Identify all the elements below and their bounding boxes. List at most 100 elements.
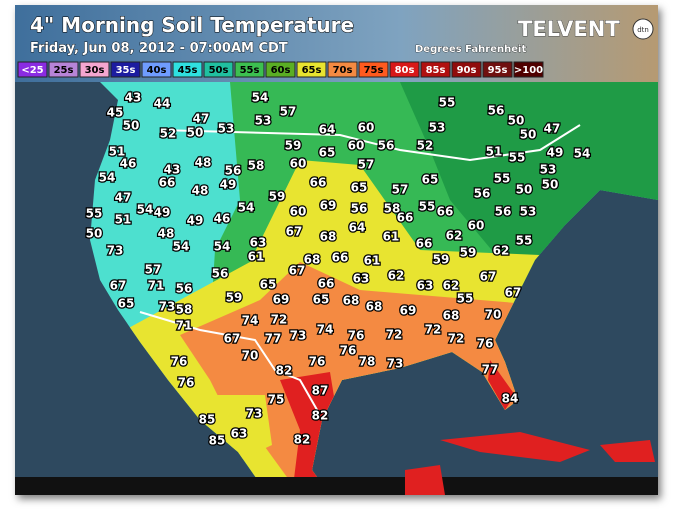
border-canada [159, 124, 581, 162]
station-temp: 76 [178, 376, 195, 390]
station-temp: 57 [392, 183, 409, 197]
station-temp: 82 [276, 364, 293, 378]
station-temp: 67 [286, 225, 303, 239]
station-temp: 52 [160, 127, 177, 141]
station-temp: 76 [477, 337, 494, 351]
station-temp: 46 [120, 157, 137, 171]
station-temp: 56 [225, 164, 242, 178]
station-temp: 56 [176, 282, 193, 296]
station-temp: 54 [214, 240, 231, 254]
station-temp: 73 [159, 300, 176, 314]
station-temp: 50 [542, 178, 559, 192]
legend-label: 40s [147, 65, 167, 76]
station-temp: 55 [439, 96, 456, 110]
legend-swatch [48, 61, 79, 78]
units: Degrees Fahrenheit [415, 44, 526, 55]
station-temp: 68 [343, 294, 360, 308]
legend-label: 80s [395, 65, 415, 76]
station-temp: 59 [269, 190, 286, 204]
subtitle: Friday, Jun 08, 2012 - 07:00AM CDT [30, 41, 288, 56]
station-temp: 70 [485, 308, 502, 322]
legend-label: 70s [333, 65, 353, 76]
station-temp: 74 [317, 323, 334, 337]
station-temp: 69 [400, 304, 417, 318]
station-temp: 72 [386, 328, 403, 342]
station-temp: 53 [540, 163, 557, 177]
station-temp: 65 [260, 278, 277, 292]
station-temp: 56 [212, 267, 229, 281]
station-temp: 73 [246, 407, 263, 421]
station-temp: 63 [250, 236, 267, 250]
station-temp: 51 [486, 145, 503, 159]
station-temp: 59 [285, 139, 302, 153]
station-temp: 64 [319, 123, 336, 137]
station-temp: 53 [218, 122, 235, 136]
title: 4" Morning Soil Temperature [30, 13, 354, 37]
station-temp: 70 [242, 349, 259, 363]
station-temp: 66 [437, 205, 454, 219]
station-temp: 54 [574, 147, 591, 161]
legend-label: 95s [488, 65, 508, 76]
station-temp: 82 [312, 409, 329, 423]
station-temp: 66 [310, 176, 327, 190]
station-temp: 54 [137, 203, 154, 217]
station-temp: 48 [192, 184, 209, 198]
station-temp: 65 [422, 173, 439, 187]
legend-label: 50s [209, 65, 229, 76]
legend-label: 60s [271, 65, 291, 76]
legend-swatch [172, 61, 203, 78]
station-temp: 58 [384, 202, 401, 216]
station-temp: 73 [387, 357, 404, 371]
station-temp: 73 [107, 244, 124, 258]
station-temp: 62 [493, 244, 510, 258]
station-temp: 72 [448, 332, 465, 346]
station-temp: 66 [416, 237, 433, 251]
station-temp: 60 [290, 205, 307, 219]
station-temp: 65 [313, 293, 330, 307]
station-temp: 76 [340, 344, 357, 358]
station-temp: 63 [353, 272, 370, 286]
band-80s-fl [488, 360, 515, 410]
station-temp: 56 [488, 104, 505, 118]
border-mexico [139, 311, 321, 416]
station-temp: 61 [364, 254, 381, 268]
station-temp: 65 [351, 181, 368, 195]
station-temp: 67 [289, 264, 306, 278]
station-temp: 53 [255, 114, 272, 128]
station-temp: 58 [248, 159, 265, 173]
station-temp: 56 [474, 187, 491, 201]
yucatan [405, 465, 445, 495]
station-temp: 66 [159, 176, 176, 190]
hispaniola [600, 440, 655, 462]
station-temp: 53 [429, 121, 446, 135]
station-temp: 85 [199, 413, 216, 427]
station-temp: 57 [280, 105, 297, 119]
station-temp: 56 [351, 202, 368, 216]
station-temp: 66 [397, 211, 414, 225]
station-temp: 50 [187, 126, 204, 140]
station-temp: 58 [176, 303, 193, 317]
station-temp: 55 [494, 172, 511, 186]
logo-badge: dtn [637, 26, 649, 34]
legend-swatch [203, 61, 234, 78]
station-temp: 71 [176, 319, 193, 333]
legend-swatch [110, 61, 141, 78]
station-temp: 56 [495, 205, 512, 219]
station-temp: 67 [110, 279, 127, 293]
legend-label: 75s [364, 65, 384, 76]
station-temp: 50 [123, 119, 140, 133]
station-temp: 60 [358, 121, 375, 135]
station-temp: 60 [468, 219, 485, 233]
station-temp: 62 [443, 279, 460, 293]
station-temp: 55 [457, 292, 474, 306]
station-temp: 49 [154, 206, 171, 220]
station-temp: 50 [516, 183, 533, 197]
station-temp: 68 [366, 300, 383, 314]
station-temp: 55 [509, 151, 526, 165]
station-temp: 54 [238, 201, 255, 215]
station-temp: 69 [320, 199, 337, 213]
station-temp: 49 [547, 146, 564, 160]
station-temp: 55 [419, 200, 436, 214]
station-temp: 72 [271, 313, 288, 327]
